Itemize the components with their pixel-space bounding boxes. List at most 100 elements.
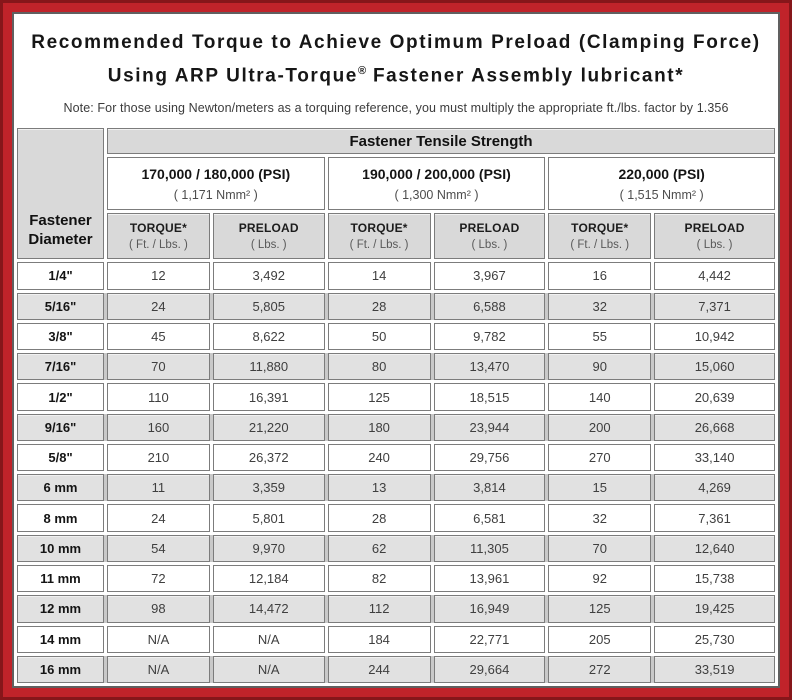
psi-label: 170,000 / 180,000 (PSI) (141, 165, 291, 182)
row-header-diameter: 11 mm (17, 564, 104, 593)
table-cell: 72 (107, 564, 210, 593)
row-header-diameter: 1/4" (17, 262, 104, 290)
table-cell: 23,944 (433, 413, 546, 441)
table-cell: N/A (212, 655, 325, 684)
table-cell: 7,371 (654, 292, 775, 320)
table-cell: 11 (107, 474, 210, 502)
table-row: 16 mm N/A N/A 244 29,664 272 33,519 (17, 655, 775, 684)
table-cell: 26,668 (654, 413, 775, 441)
table-cell: 33,519 (654, 655, 775, 684)
psi-group-header-170-180: 170,000 / 180,000 (PSI) ( 1,171 Nmm² ) (107, 157, 325, 211)
row-header-diameter: 7/16" (17, 353, 104, 381)
psi-label: 220,000 (PSI) (618, 165, 705, 182)
row-header-diameter: 5/8" (17, 443, 104, 472)
row-header-diameter: 14 mm (17, 625, 104, 653)
table-row: 6 mm 11 3,359 13 3,814 15 4,269 (17, 474, 775, 502)
column-header-torque-3: TORQUE* ( Ft. / Lbs. ) (548, 213, 652, 260)
table-cell: 22,771 (433, 625, 546, 653)
table-cell: 110 (107, 383, 210, 411)
table-row: 12 mm 98 14,472 112 16,949 125 19,425 (17, 595, 775, 623)
table-cell: 270 (548, 443, 652, 472)
table-cell: 3,359 (212, 474, 325, 502)
table-cell: 3,492 (212, 262, 325, 290)
table-cell: 80 (327, 353, 431, 381)
column-unit: ( Lbs. ) (471, 239, 508, 252)
table-cell: 21,220 (212, 413, 325, 441)
newton-meters-note: Note: For those using Newton/meters as a… (63, 101, 729, 116)
column-label: PRELOAD (459, 221, 520, 236)
table-cell: 54 (107, 534, 210, 562)
table-cell: 92 (548, 564, 652, 593)
title-line-2: Using ARP Ultra-Torque (107, 65, 358, 87)
table-cell: 11,880 (212, 353, 325, 381)
row-header-diameter: 8 mm (17, 504, 104, 532)
title-line-1: Recommended Torque to Achieve Optimum Pr… (31, 32, 761, 53)
table-cell: 5,805 (212, 292, 325, 320)
table-cell: 28 (327, 504, 431, 532)
table-cell: N/A (107, 625, 210, 653)
table-cell: 45 (107, 322, 210, 351)
table-row: 1/4" 12 3,492 14 3,967 16 4,442 (17, 262, 775, 290)
table-cell: 125 (327, 383, 431, 411)
table-cell: 200 (548, 413, 652, 441)
table-cell: 29,664 (433, 655, 546, 684)
table-cell: 62 (327, 534, 431, 562)
psi-label: 190,000 / 200,000 (PSI) (362, 165, 511, 182)
table-cell: 24 (107, 292, 210, 320)
column-header-torque-1: TORQUE* ( Ft. / Lbs. ) (107, 213, 210, 260)
table-cell: 10,942 (654, 322, 775, 351)
table-cell: 98 (107, 595, 210, 623)
nmm-label: ( 1,171 Nmm² ) (173, 187, 258, 202)
table-cell: 180 (327, 413, 431, 441)
table-cell: 16,949 (433, 595, 546, 623)
table-cell: 19,425 (654, 595, 775, 623)
table-cell: 70 (107, 353, 210, 381)
table-cell: 29,756 (433, 443, 546, 472)
table-cell: 55 (548, 322, 652, 351)
column-unit: ( Ft. / Lbs. ) (570, 239, 630, 252)
title-line-2-end: Fastener Assembly lubricant* (366, 65, 685, 87)
table-cell: 5,801 (212, 504, 325, 532)
table-cell: 12 (107, 262, 210, 290)
table-row: 5/8" 210 26,372 240 29,756 270 33,140 (17, 443, 775, 472)
table-cell: 210 (107, 443, 210, 472)
table-cell: 9,970 (212, 534, 325, 562)
registered-trademark-sup: ® (357, 65, 367, 77)
row-header-diameter: 1/2" (17, 383, 104, 411)
torque-spec-table: Fastener Diameter Fastener Tensile Stren… (17, 128, 775, 684)
table-cell: 8,622 (212, 322, 325, 351)
column-label: TORQUE* (571, 221, 629, 236)
table-cell: 13 (327, 474, 431, 502)
table-cell: 125 (548, 595, 652, 623)
table-cell: 32 (548, 292, 652, 320)
table-cell: 244 (327, 655, 431, 684)
table-row: 11 mm 72 12,184 82 13,961 92 15,738 (17, 564, 775, 593)
table-cell: 14 (327, 262, 431, 290)
table-cell: N/A (212, 625, 325, 653)
column-unit: ( Lbs. ) (696, 239, 733, 252)
tensile-strength-header: Fastener Tensile Strength (107, 128, 775, 155)
column-header-preload-1: PRELOAD ( Lbs. ) (212, 213, 325, 260)
table-cell: 33,140 (654, 443, 775, 472)
column-header-torque-2: TORQUE* ( Ft. / Lbs. ) (327, 213, 431, 260)
table-row: 10 mm 54 9,970 62 11,305 70 12,640 (17, 534, 775, 562)
row-header-diameter: 5/16" (17, 292, 104, 320)
table-cell: 14,472 (212, 595, 325, 623)
column-unit: ( Lbs. ) (250, 239, 287, 252)
column-label: TORQUE* (350, 221, 408, 236)
table-cell: 3,967 (433, 262, 546, 290)
column-label: TORQUE* (129, 221, 187, 236)
table-cell: 11,305 (433, 534, 546, 562)
page-title: Recommended Torque to Achieve Optimum Pr… (17, 28, 775, 90)
row-header-diameter: 9/16" (17, 413, 104, 441)
table-cell: 12,640 (654, 534, 775, 562)
row-header-diameter: 10 mm (17, 534, 104, 562)
table-cell: 205 (548, 625, 652, 653)
table-cell: 140 (548, 383, 652, 411)
column-label: PRELOAD (684, 221, 745, 236)
table-cell: 16 (548, 262, 652, 290)
table-cell: 184 (327, 625, 431, 653)
table-cell: 26,372 (212, 443, 325, 472)
column-unit: ( Ft. / Lbs. ) (349, 239, 409, 252)
